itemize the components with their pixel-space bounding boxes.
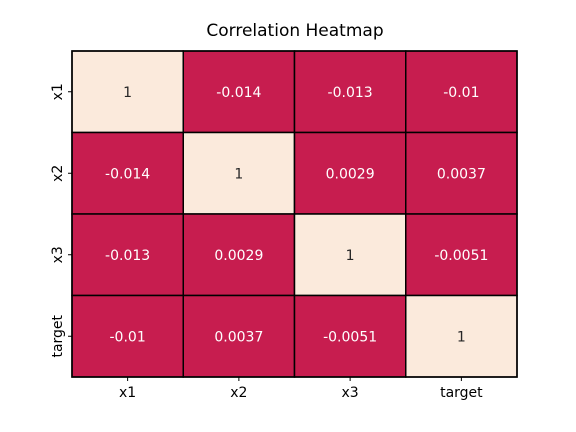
x-tick-label: x2 bbox=[230, 385, 247, 401]
cell-value-label: -0.013 bbox=[328, 85, 373, 101]
heatmap-cell bbox=[182, 50, 296, 134]
heatmap-cell bbox=[405, 294, 518, 378]
cell-value-label: 1 bbox=[123, 85, 132, 101]
cell-value-label: -0.01 bbox=[443, 85, 479, 101]
cell-value-label: -0.014 bbox=[216, 85, 261, 101]
heatmap-cell bbox=[182, 131, 296, 215]
cell-value-label: 0.0037 bbox=[214, 329, 263, 345]
chart-title: Correlation Heatmap bbox=[206, 21, 383, 41]
cell-value-label: 1 bbox=[346, 248, 355, 264]
heatmap-cell bbox=[405, 213, 518, 297]
x-tick-label: x3 bbox=[342, 385, 359, 401]
y-tick-label: x3 bbox=[50, 246, 66, 263]
cell-value-label: 1 bbox=[457, 329, 466, 345]
cell-value-label: 0.0029 bbox=[326, 166, 375, 182]
y-tick-label: x1 bbox=[50, 83, 66, 100]
x-tick-label: target bbox=[440, 385, 483, 401]
cell-value-label: -0.014 bbox=[105, 166, 150, 182]
heatmap-cell bbox=[405, 131, 518, 215]
cell-value-label: -0.01 bbox=[110, 329, 146, 345]
cell-value-label: -0.0051 bbox=[323, 329, 377, 345]
cell-value-label: 0.0037 bbox=[437, 166, 486, 182]
plot-frame bbox=[71, 50, 518, 378]
x-axis-ticks: x1 x2 x3 target bbox=[119, 377, 483, 401]
cell-value-label: -0.013 bbox=[105, 248, 150, 264]
y-tick-label: target bbox=[50, 314, 66, 357]
x-tick-label: x1 bbox=[119, 385, 136, 401]
cell-value-label: 0.0029 bbox=[214, 248, 263, 264]
heatmap-cell bbox=[71, 50, 184, 134]
y-tick-label: x2 bbox=[50, 165, 66, 182]
heatmap-cell bbox=[182, 294, 296, 378]
heatmap-cells: 1 -0.014 -0.013 -0.01 -0.014 1 0.0029 0.0037 -0.… bbox=[71, 50, 518, 378]
cell-value-label: 1 bbox=[234, 166, 243, 182]
y-axis-ticks: x1 x2 x3 target bbox=[50, 83, 72, 358]
heatmap-cell bbox=[182, 213, 296, 297]
cell-value-label: -0.0051 bbox=[434, 248, 488, 264]
heatmap-cell bbox=[405, 50, 518, 134]
